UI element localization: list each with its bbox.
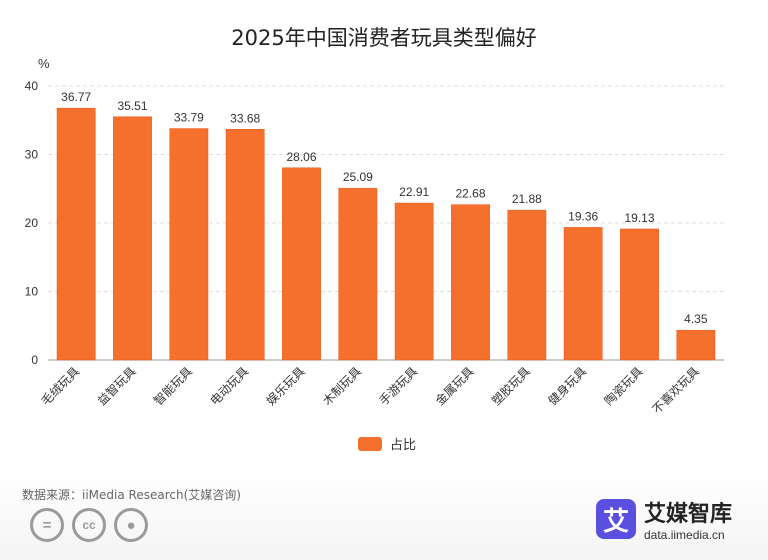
value-label: 4.35 [684, 312, 708, 326]
x-tick-label: 毛绒玩具 [38, 364, 82, 408]
brand-url: data.iimedia.cn [644, 528, 725, 542]
license-icons: = cc ● [30, 508, 148, 542]
legend-label: 占比 [390, 437, 417, 452]
x-tick-label: 不喜欢玩具 [649, 364, 702, 417]
bar [56, 107, 96, 361]
bar [394, 202, 434, 361]
value-label: 35.51 [117, 99, 147, 113]
source-note: 数据来源：iiMedia Research(艾媒咨询) [22, 488, 241, 502]
value-label: 33.68 [230, 111, 260, 125]
x-tick-label: 娱乐玩具 [264, 364, 308, 408]
value-labels: 36.77 35.51 33.79 33.68 28.06 25.09 22.91 22.68… [61, 90, 708, 326]
y-tick-labels: 0 10 20 30 40 [25, 79, 39, 367]
x-tick-label: 木制玩具 [320, 364, 364, 408]
value-label: 33.79 [174, 111, 204, 125]
x-tick-label: 塑胶玩具 [488, 364, 533, 409]
value-label: 25.09 [343, 170, 373, 184]
y-tick-label: 40 [25, 79, 39, 93]
value-label: 19.13 [624, 211, 654, 225]
y-tick-label: 20 [25, 216, 39, 230]
bar [507, 209, 547, 361]
bar [676, 329, 716, 361]
x-tick-label: 健身玩具 [545, 364, 590, 409]
x-tick-label: 手游玩具 [376, 364, 420, 408]
bar-chart: 0 10 20 30 40 36.77 35.51 33.79 33.68 28.06 25.09… [25, 79, 724, 417]
value-label: 22.68 [455, 187, 485, 201]
x-tick-label: 智能玩具 [150, 364, 195, 409]
bar [113, 116, 152, 361]
x-tick-label: 电动玩具 [207, 364, 251, 408]
person-icon: ● [114, 508, 148, 542]
value-label: 21.88 [512, 192, 542, 206]
x-tick-label: 益智玩具 [94, 364, 139, 409]
value-label: 36.77 [61, 90, 91, 104]
legend-swatch [358, 436, 382, 451]
value-label: 28.06 [286, 150, 316, 164]
y-tick-label: 30 [25, 148, 39, 162]
bar [620, 228, 659, 361]
bar [225, 129, 265, 361]
value-label: 19.36 [568, 209, 598, 223]
cc-icon: cc [72, 508, 106, 542]
legend: 占比 [358, 434, 416, 453]
y-unit-label: % [38, 56, 50, 71]
brand-logo: 艾 [596, 499, 636, 539]
equals-icon: = [30, 508, 64, 542]
x-tick-label: 陶瓷玩具 [601, 364, 646, 409]
bar [451, 204, 490, 361]
y-tick-label: 10 [25, 285, 39, 299]
value-label: 22.91 [399, 185, 429, 199]
x-tick-label: 金属玩具 [432, 364, 477, 409]
brand-name: 艾媒智库 [644, 502, 733, 527]
grid-lines [48, 85, 724, 361]
bar [563, 227, 603, 361]
y-tick-label: 0 [31, 353, 38, 367]
bar [169, 128, 209, 361]
chart-title: 2025年中国消费者玩具类型偏好 [231, 26, 537, 50]
bars [56, 107, 716, 361]
bar [338, 187, 378, 361]
brand: 艾 艾媒智库 data.iimedia.cn [596, 496, 732, 542]
bar [282, 167, 321, 361]
x-tick-labels: 毛绒玩具 益智玩具 智能玩具 电动玩具 娱乐玩具 木制玩具 手游玩具 金属玩具 塑胶玩具 健身玩具… [38, 364, 702, 417]
